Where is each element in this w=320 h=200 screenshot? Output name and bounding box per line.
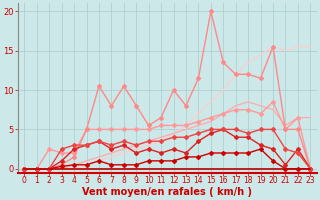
X-axis label: Vent moyen/en rafales ( km/h ): Vent moyen/en rafales ( km/h ) xyxy=(82,187,252,197)
